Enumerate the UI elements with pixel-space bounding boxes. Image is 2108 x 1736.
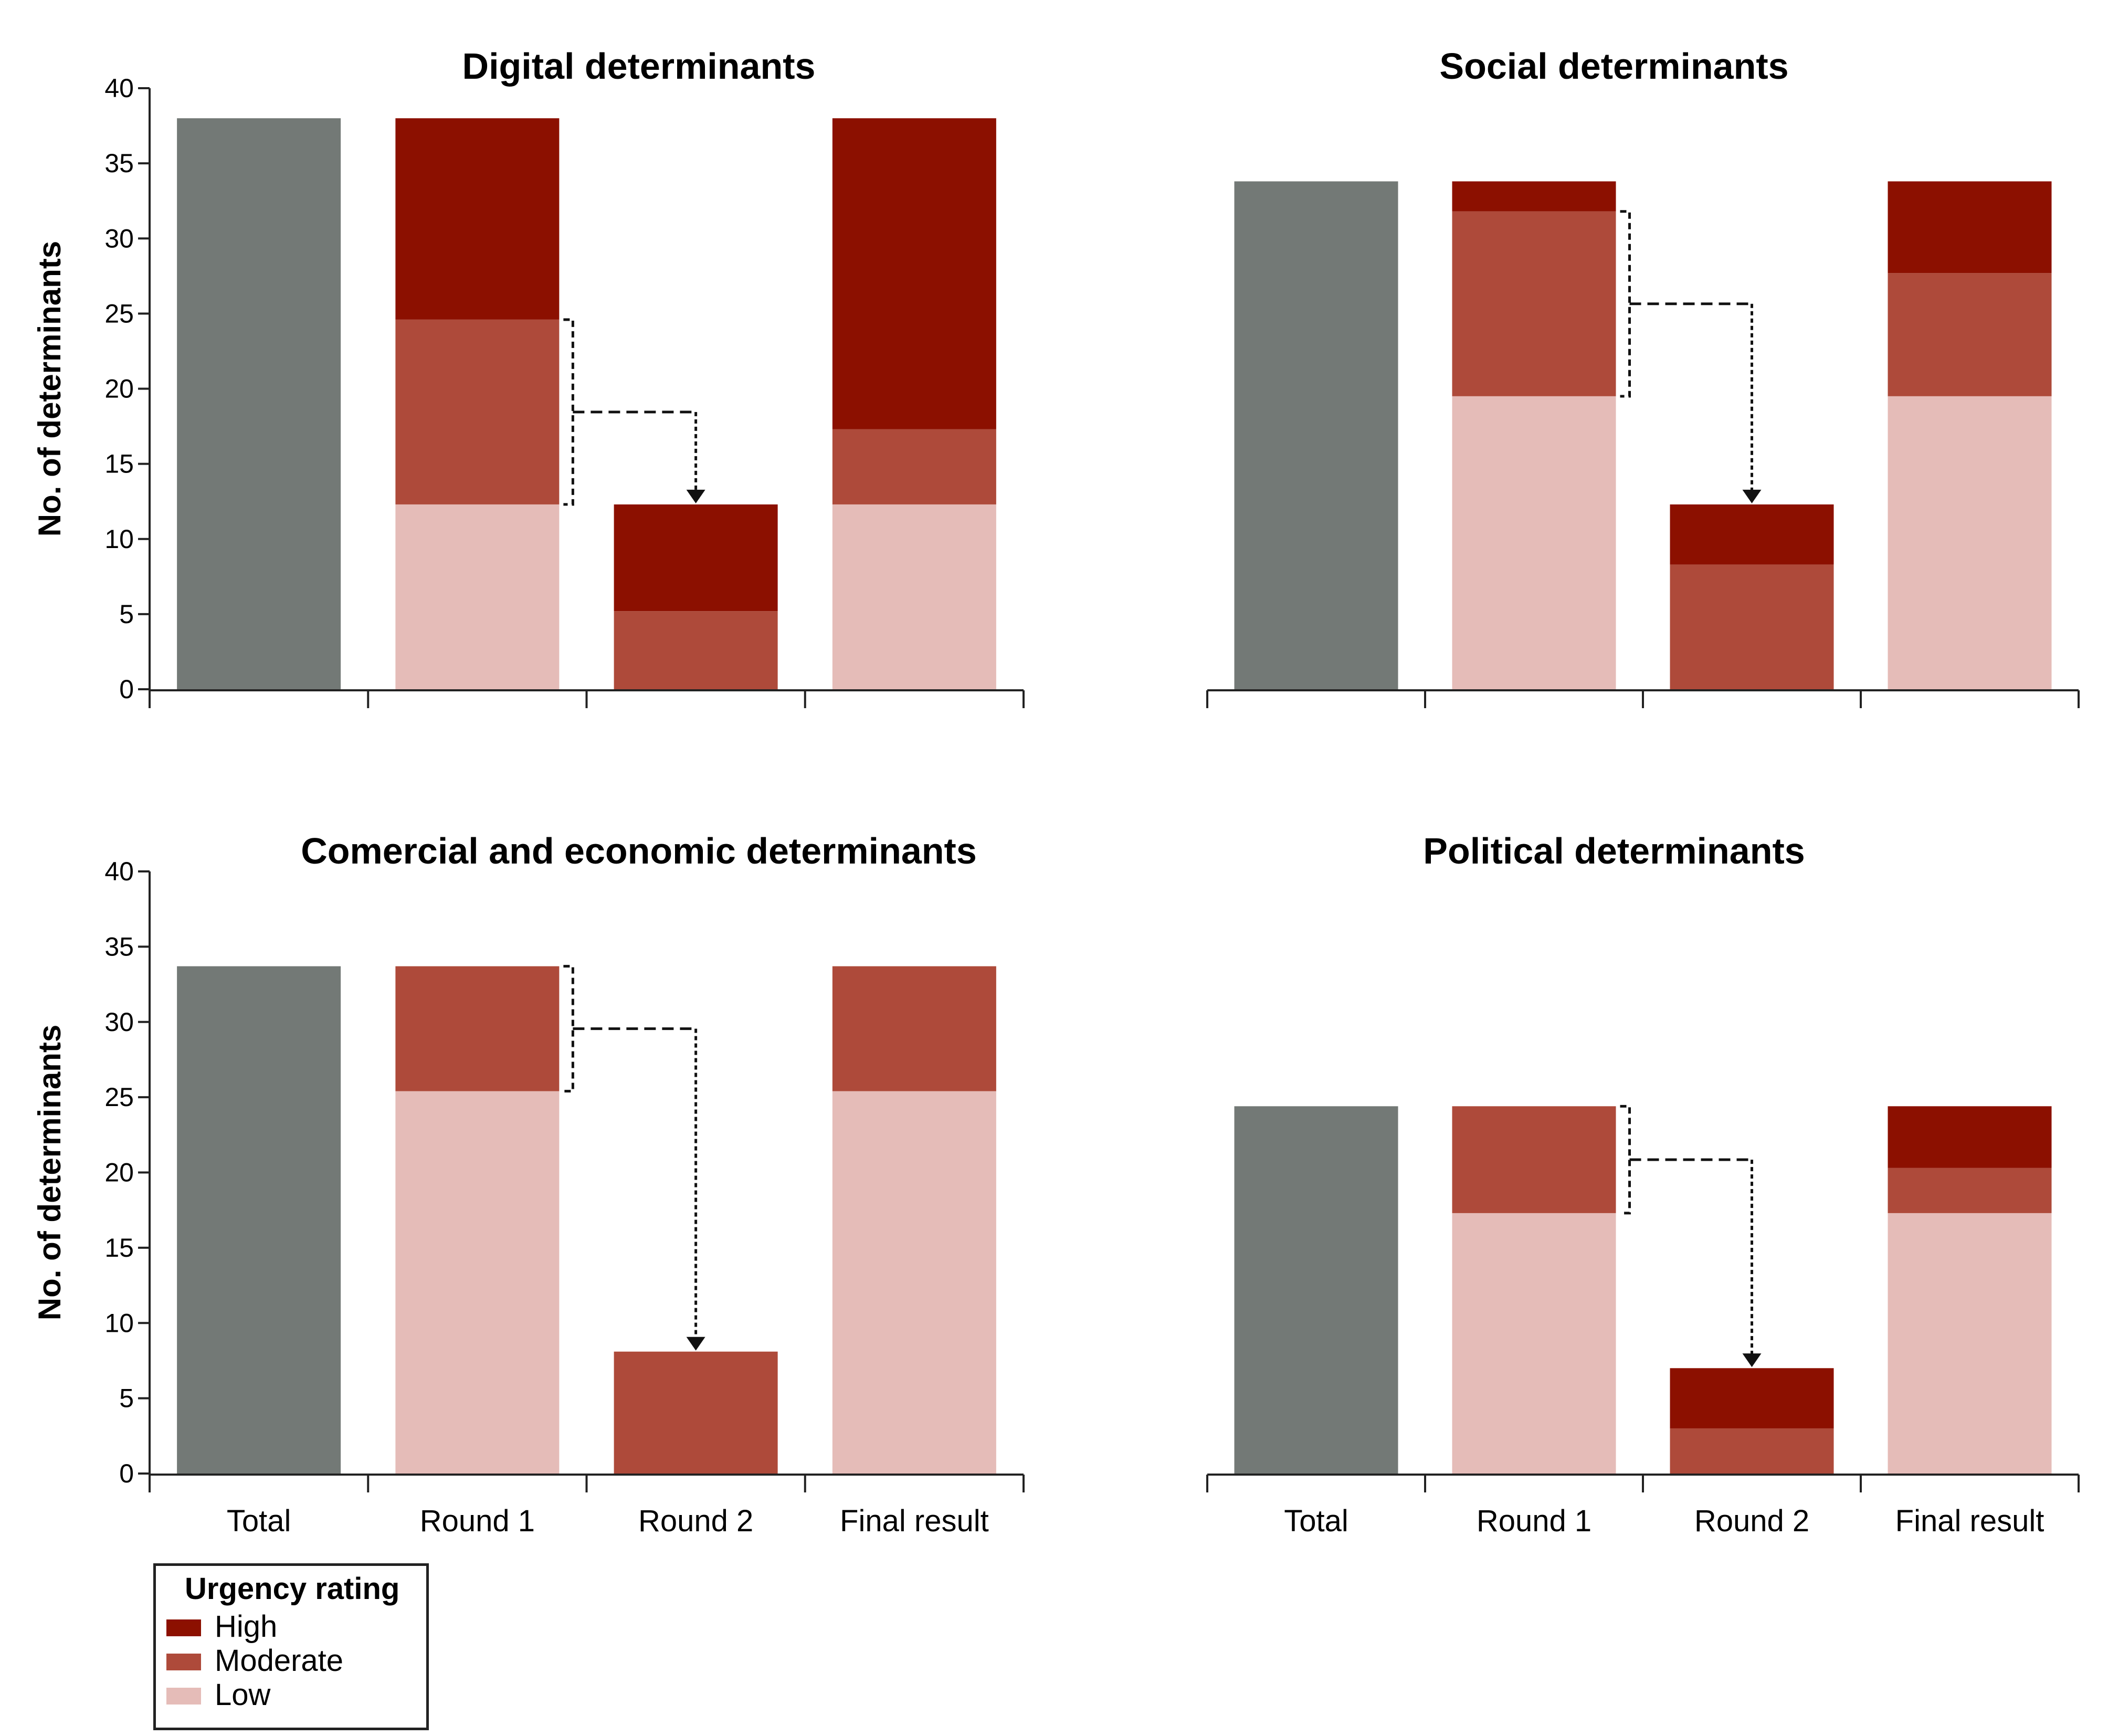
legend-label-high: High xyxy=(215,1609,278,1644)
bar-total xyxy=(177,118,341,689)
chart-title: Digital determinants xyxy=(462,46,816,87)
y-tick-label: 5 xyxy=(119,599,134,629)
y-tick-label: 25 xyxy=(104,1082,134,1112)
bar-segment-high xyxy=(1670,1368,1834,1428)
bar-segment-moderate xyxy=(1452,1106,1616,1213)
x-tick-label: Final result xyxy=(1895,1504,2044,1538)
y-tick-label: 10 xyxy=(104,1308,134,1338)
y-tick-label: 15 xyxy=(104,449,134,479)
bar-segment-low xyxy=(832,504,996,689)
y-tick-label: 0 xyxy=(119,675,134,704)
y-axis-label: No. of determinants xyxy=(32,1025,67,1320)
bracket-round1 xyxy=(563,965,574,1093)
bracket-round1 xyxy=(563,318,574,506)
bar-segment-moderate xyxy=(1888,1167,2052,1213)
chart-title: Comercial and economic determinants xyxy=(301,830,977,871)
y-tick-label: 20 xyxy=(104,374,134,404)
legend-swatch-high xyxy=(166,1619,201,1636)
bar-segment-moderate xyxy=(614,1351,778,1474)
bar-segment-moderate xyxy=(1452,211,1616,396)
bar-segment-moderate xyxy=(832,966,996,1091)
bar-segment-moderate xyxy=(395,319,560,504)
legend: Urgency rating High Moderate Low xyxy=(153,1563,429,1730)
bar-segment-low xyxy=(1452,396,1616,689)
y-tick-label: 35 xyxy=(104,149,134,178)
bar-total xyxy=(1234,1106,1398,1474)
chart-panel-4: Political determinants Total Round 1 Round … xyxy=(1206,830,2080,1538)
x-tick-label: Total xyxy=(1284,1504,1348,1538)
bracket-round1 xyxy=(1620,1104,1631,1215)
bar-segment-moderate xyxy=(1888,273,2052,396)
y-tick-label: 25 xyxy=(104,299,134,328)
legend-swatch-moderate xyxy=(166,1654,201,1670)
y-tick-label: 35 xyxy=(104,932,134,961)
arrow-head xyxy=(686,1337,705,1351)
y-tick-label: 30 xyxy=(104,1007,134,1037)
legend-swatch-low xyxy=(166,1688,201,1705)
legend-title: Urgency rating xyxy=(185,1572,400,1606)
chart-panel-1: Digital determinants 0 5 10 15 20 25 30 35 40 No. … xyxy=(32,46,1025,708)
chart-title: Social determinants xyxy=(1439,46,1788,87)
bar-segment-low xyxy=(1888,396,2052,689)
y-tick-label: 0 xyxy=(119,1459,134,1488)
bar-segment-high xyxy=(614,504,778,612)
bar-segment-moderate xyxy=(395,966,560,1091)
legend-label-moderate: Moderate xyxy=(215,1644,344,1678)
bar-segment-moderate xyxy=(1670,1428,1834,1474)
arrow-head xyxy=(686,489,705,503)
bar-total xyxy=(1234,181,1398,690)
bar-segment-low xyxy=(395,1091,560,1474)
y-tick-label: 15 xyxy=(104,1233,134,1262)
bracket-round1 xyxy=(1620,210,1631,398)
bar-segment-high xyxy=(1670,504,1834,565)
x-tick-label: Round 1 xyxy=(1477,1504,1591,1538)
bar-segment-high xyxy=(1888,181,2052,273)
bar-segment-high xyxy=(832,118,996,429)
arrow-head xyxy=(1742,489,1762,503)
y-tick-label: 40 xyxy=(104,73,134,103)
bar-segment-low xyxy=(1888,1213,2052,1474)
bar-segment-low xyxy=(832,1091,996,1474)
bar-total xyxy=(177,966,341,1474)
x-tick-label: Round 2 xyxy=(638,1504,753,1538)
chart-panel-2: Social determinants xyxy=(1206,46,2080,708)
bar-segment-high xyxy=(1452,181,1616,212)
y-axis-label: No. of determinants xyxy=(32,241,67,536)
bar-segment-low xyxy=(1452,1213,1616,1474)
bar-segment-high xyxy=(1888,1106,2052,1168)
x-tick-label: Total xyxy=(227,1504,291,1538)
bar-segment-moderate xyxy=(832,429,996,504)
chart-panel-3: Comercial and economic determinants 0 5 10 1… xyxy=(32,830,1025,1538)
x-tick-label: Final result xyxy=(840,1504,989,1538)
arrow-head xyxy=(1742,1353,1762,1367)
chart-title: Political determinants xyxy=(1423,830,1805,871)
legend-label-low: Low xyxy=(215,1678,271,1712)
bar-segment-low xyxy=(395,504,560,689)
x-tick-label: Round 1 xyxy=(420,1504,535,1538)
bar-segment-moderate xyxy=(1670,564,1834,689)
y-tick-label: 30 xyxy=(104,224,134,253)
y-tick-label: 20 xyxy=(104,1158,134,1187)
y-tick-label: 40 xyxy=(104,857,134,886)
y-tick-label: 10 xyxy=(104,524,134,554)
x-tick-label: Round 2 xyxy=(1694,1504,1809,1538)
y-tick-label: 5 xyxy=(119,1384,134,1413)
bar-segment-moderate xyxy=(614,611,778,689)
bar-segment-high xyxy=(395,118,560,320)
